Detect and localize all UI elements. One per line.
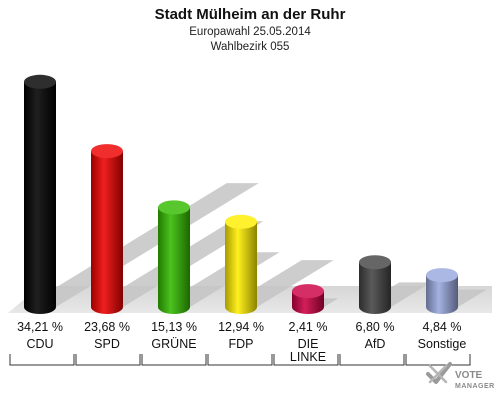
axis-segment-die-linke — [273, 354, 339, 366]
value-label-afd: 6,80 % — [356, 320, 395, 334]
axis-segment-sonstige — [405, 354, 471, 366]
bar-die-linke — [292, 284, 324, 314]
logo-line2: MANAGER — [455, 383, 495, 390]
value-label-spd: 23,68 % — [84, 320, 130, 334]
bar-body-cdu — [24, 81, 56, 314]
axis-segment-fdp — [207, 354, 273, 366]
bar-spd — [91, 144, 123, 314]
category-axis — [9, 354, 471, 366]
category-label-fdp: FDP — [229, 337, 254, 351]
category-label-die-linke: DIE LINKE — [290, 337, 326, 364]
axis-segment-afd — [339, 354, 405, 366]
bar-gr-ne — [158, 200, 190, 314]
value-label-fdp: 12,94 % — [218, 320, 264, 334]
bar-top-spd — [91, 144, 123, 159]
logo-line1: VOTE — [455, 370, 483, 381]
bar-top-sonstige — [426, 268, 458, 283]
vote-manager-logo-icon — [426, 362, 452, 384]
category-label-afd: AfD — [365, 337, 386, 351]
chart-subtitle-election: Europawahl 25.05.2014 — [189, 26, 311, 38]
bar-body-afd — [359, 262, 391, 314]
category-labels: CDU SPD GRÜNE FDP DIE LINKE AfD Sonstige — [26, 337, 466, 364]
value-label-gr-ne: 15,13 % — [151, 320, 197, 334]
bar-afd — [359, 255, 391, 314]
chart-subtitle-district: Wahlbezirk 055 — [211, 41, 290, 53]
bar-shadow-cdu — [24, 183, 259, 307]
value-label-cdu: 34,21 % — [17, 320, 63, 334]
bar-top-fdp — [225, 214, 257, 229]
bar-sonstige — [426, 268, 458, 314]
axis-segment-spd — [75, 354, 141, 366]
bar-body-fdp — [225, 221, 257, 314]
category-label-spd: SPD — [94, 337, 120, 351]
axis-segment-cdu — [9, 354, 75, 366]
value-label-die-linke: 2,41 % — [289, 320, 328, 334]
bar-top-afd — [359, 255, 391, 270]
bar-body-gr-ne — [158, 207, 190, 314]
bar-top-cdu — [24, 74, 56, 89]
bar-fdp — [225, 214, 257, 314]
value-labels: 34,21 % 23,68 % 15,13 % 12,94 % 2,41 % 6,80 %… — [17, 320, 461, 334]
category-label-cdu: CDU — [26, 337, 53, 351]
bar-body-spd — [91, 151, 123, 314]
bar-top-die-linke — [292, 284, 324, 299]
bars — [24, 74, 458, 314]
category-label-gr-ne: GRÜNE — [151, 337, 196, 351]
category-label-sonstige: Sonstige — [418, 337, 467, 351]
axis-segment-gr-ne — [141, 354, 207, 366]
vote-manager-logo: VOTE MANAGER — [426, 362, 495, 390]
bar-top-gr-ne — [158, 200, 190, 215]
bar-body-sonstige — [426, 275, 458, 314]
chart-title: Stadt Mülheim an der Ruhr — [155, 6, 346, 23]
bar-cdu — [24, 74, 56, 314]
value-label-sonstige: 4,84 % — [423, 320, 462, 334]
